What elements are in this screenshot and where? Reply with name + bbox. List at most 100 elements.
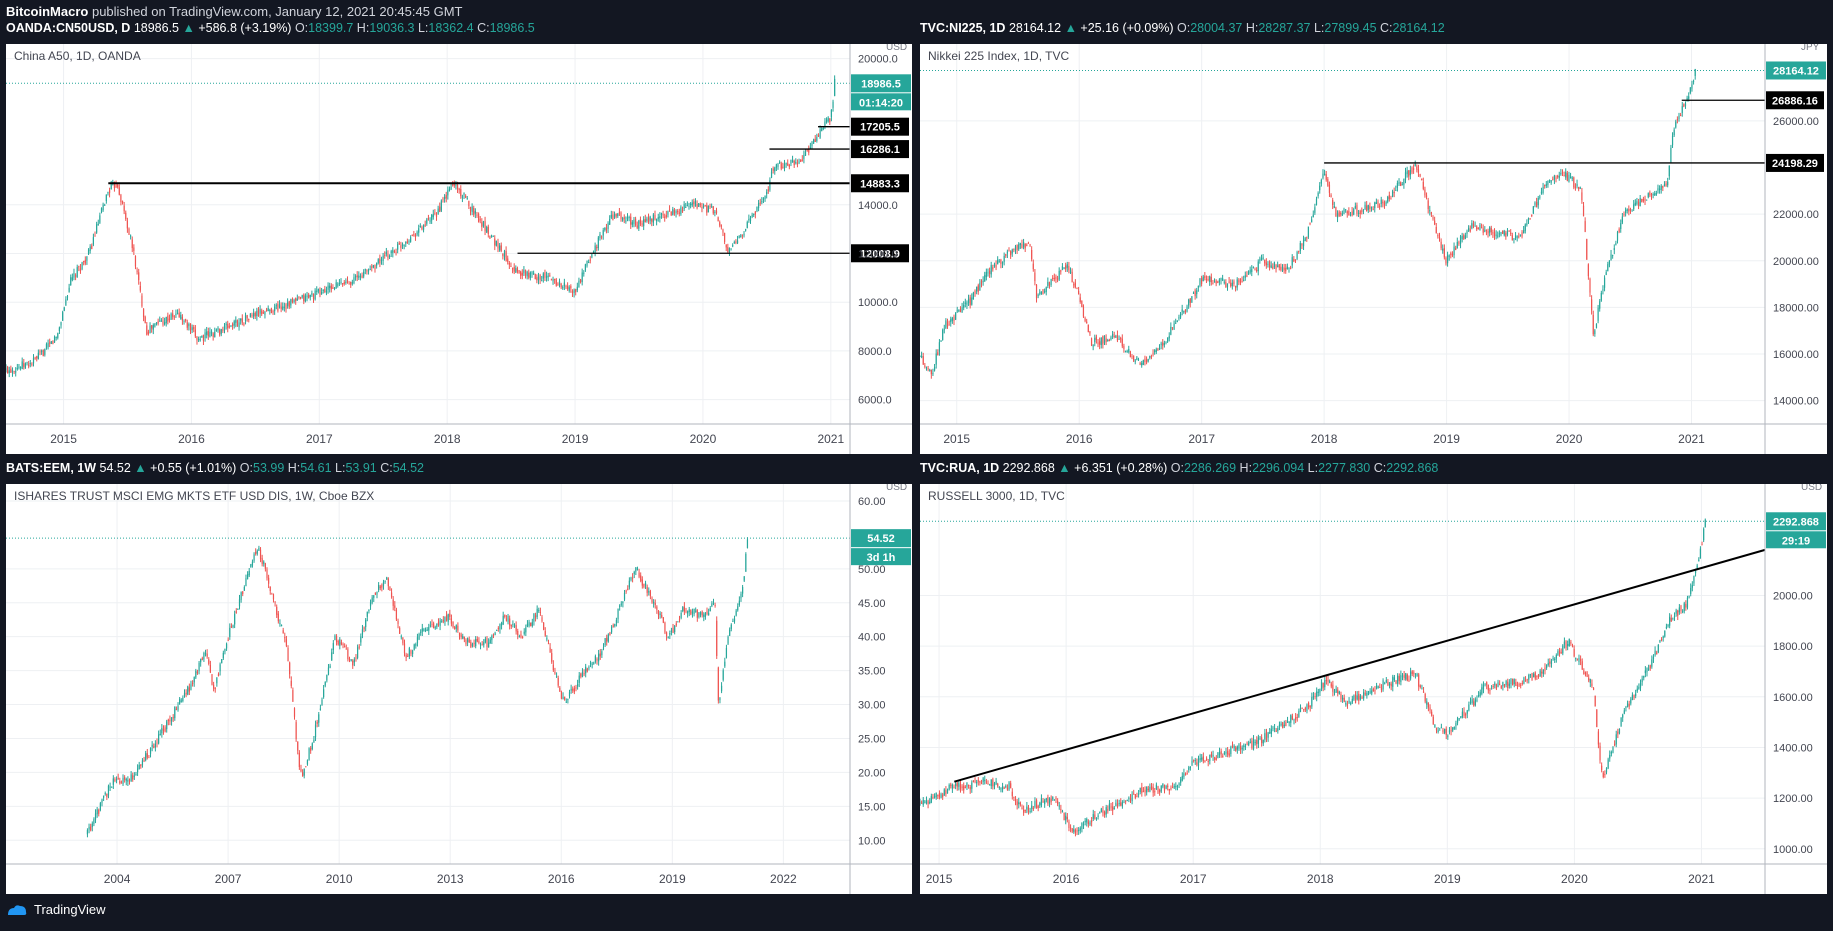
candle-body xyxy=(976,781,978,784)
candle-body xyxy=(436,623,438,628)
candle-body xyxy=(560,283,562,288)
candle-body xyxy=(340,281,342,283)
candle-body xyxy=(1379,687,1381,689)
candle-body xyxy=(481,644,483,646)
candle-body xyxy=(478,640,480,644)
candle-body xyxy=(925,800,928,804)
candle-body xyxy=(243,587,245,591)
candle-body xyxy=(1641,678,1643,683)
candle-body xyxy=(1231,282,1233,287)
candle-body xyxy=(1448,730,1451,733)
candle-body xyxy=(7,367,9,374)
candle-body xyxy=(1230,746,1232,754)
candle-body xyxy=(580,673,582,677)
chart-svg[interactable]: 10.0015.0020.0025.0030.0035.0040.0045.00… xyxy=(6,484,912,894)
candle-body xyxy=(1450,730,1452,732)
candle-body xyxy=(1529,673,1532,676)
candle-body xyxy=(285,639,288,646)
candle-body xyxy=(933,367,936,371)
candle-body xyxy=(1103,335,1106,343)
candle-body xyxy=(209,331,211,337)
candle-body xyxy=(1539,670,1541,676)
candle-body xyxy=(1256,740,1258,745)
chart-panel-eem[interactable]: 10.00 15.00 20.00 25.00 30.00 35.00 40.00 45.00… xyxy=(6,484,912,894)
candle-body xyxy=(1472,223,1475,227)
candle-body xyxy=(133,247,135,251)
candle-body xyxy=(114,779,116,781)
candle-body xyxy=(528,272,530,278)
candle-body xyxy=(967,784,970,787)
candle-body xyxy=(1241,280,1243,282)
candle-body xyxy=(1089,331,1091,334)
candle-body xyxy=(387,578,389,587)
footer-brand[interactable]: TradingView xyxy=(6,902,106,917)
y-tick-label: 10000.0 xyxy=(858,297,898,309)
author-name[interactable]: BitcoinMacro xyxy=(6,4,89,19)
candle-body xyxy=(366,270,368,272)
price-label-text: 17205.5 xyxy=(860,122,900,134)
candle-body xyxy=(317,289,319,292)
candle-body xyxy=(1569,176,1572,179)
candle-body xyxy=(1126,800,1128,802)
low-value: 53.91 xyxy=(345,461,377,475)
candle-body xyxy=(1270,265,1272,268)
candle-body xyxy=(1405,673,1407,680)
chart-svg[interactable]: 24198.2926886.1614000.0016000.0018000.00… xyxy=(920,44,1827,454)
last-price-tag-text: 28164.12 xyxy=(1773,65,1819,77)
chart-svg[interactable]: 14883.312008.916286.117205.56000.08000.0… xyxy=(6,44,912,454)
candle-body xyxy=(1290,714,1292,723)
candle-body xyxy=(167,315,169,322)
candle-body xyxy=(1531,673,1533,680)
candle-body xyxy=(319,289,321,295)
candle-body xyxy=(1327,679,1329,682)
candle-body xyxy=(195,670,197,678)
price-label-box xyxy=(851,117,909,136)
candle-body xyxy=(522,636,524,638)
candle-body xyxy=(476,214,478,216)
candle-body xyxy=(466,198,468,200)
last-price-tag xyxy=(851,529,911,548)
candle-body xyxy=(1058,805,1060,807)
candle-body xyxy=(42,349,44,357)
candle-body xyxy=(1553,175,1555,180)
countdown-text: 3d 1h xyxy=(867,552,896,564)
candle-body xyxy=(627,588,629,590)
candle-body xyxy=(47,342,49,348)
candle-body xyxy=(1652,194,1654,196)
candle-body xyxy=(386,577,388,580)
candle-body xyxy=(708,612,710,616)
candle-body xyxy=(1445,258,1447,264)
candle-body xyxy=(1105,338,1107,343)
candle-body xyxy=(426,219,428,224)
candle-body xyxy=(167,719,169,722)
candle-body xyxy=(1638,686,1640,689)
candle-body xyxy=(306,295,308,298)
candle-body xyxy=(1320,179,1322,184)
chart-panel-china-a50[interactable]: 14883.3 12008.9 16286.1 17205.5 6000.0 8000.0… xyxy=(6,44,912,454)
chart-panel-russell[interactable]: 1000.00 1200.00 1400.00 1600.00 1800.00 2000.… xyxy=(920,484,1827,894)
candle-body xyxy=(1220,277,1222,281)
candle-body xyxy=(448,189,451,191)
candle-body xyxy=(358,275,360,278)
candle-body xyxy=(311,292,313,295)
candle-body xyxy=(528,622,530,626)
candle-body xyxy=(670,211,672,216)
candle-body xyxy=(745,553,747,572)
candle-body xyxy=(1474,225,1476,227)
x-tick-label: 2018 xyxy=(1307,872,1334,886)
candle-body xyxy=(509,618,511,626)
chart-svg[interactable]: 1000.001200.001400.001600.001800.002000.… xyxy=(920,484,1827,894)
last-price-tag-text: 54.52 xyxy=(867,533,895,545)
candle-body xyxy=(486,227,488,233)
candle-body xyxy=(291,299,294,303)
candle-body xyxy=(1676,119,1678,121)
candle-body xyxy=(740,235,742,238)
candle-body xyxy=(1202,276,1204,282)
candle-body xyxy=(367,270,370,272)
chart-panel-nikkei[interactable]: 24198.29 26886.16 14000.00 16000.00 18000.00… xyxy=(920,44,1827,454)
candle-body xyxy=(1081,822,1083,829)
candle-body xyxy=(303,768,305,776)
candle-body xyxy=(491,635,493,641)
candle-body xyxy=(617,213,619,217)
candle-body xyxy=(1440,241,1442,249)
